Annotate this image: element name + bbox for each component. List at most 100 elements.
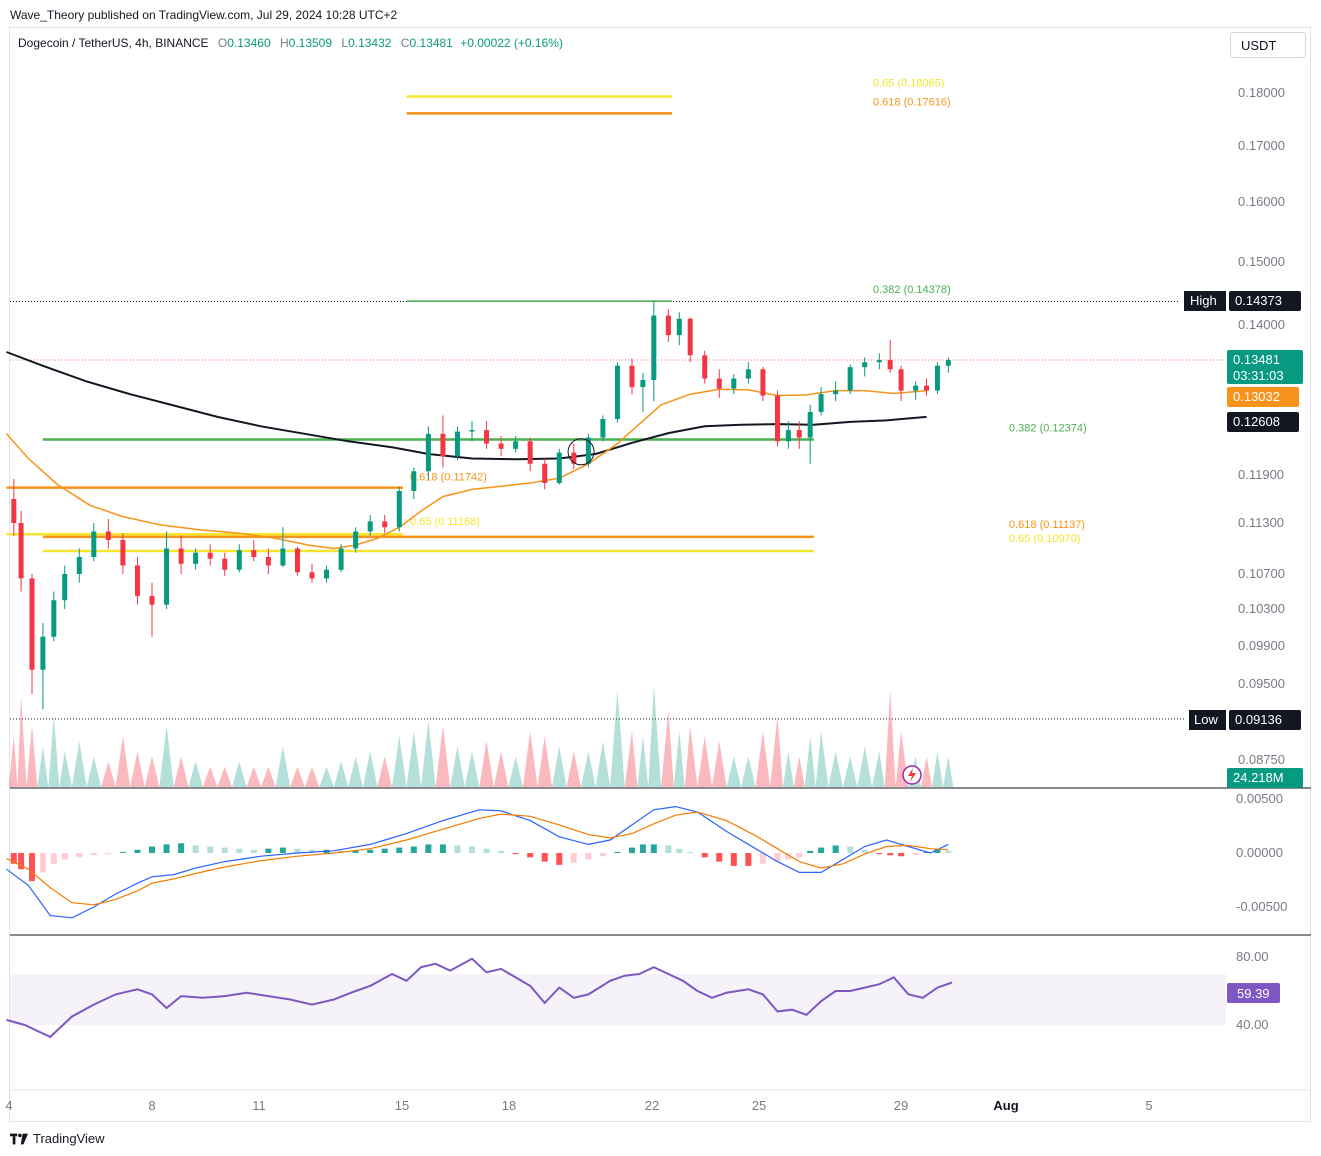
candle-body bbox=[251, 550, 257, 557]
candle-body bbox=[640, 379, 646, 388]
macd-histogram-bar bbox=[541, 853, 548, 862]
macd-histogram-bar bbox=[483, 848, 490, 853]
candle-body bbox=[40, 636, 46, 670]
ma50-line bbox=[5, 388, 927, 550]
volume-bar bbox=[610, 690, 625, 787]
candle-body bbox=[62, 574, 68, 601]
candle-body bbox=[120, 540, 126, 566]
macd-histogram-bar bbox=[912, 853, 919, 856]
candle-body bbox=[913, 385, 919, 391]
macd-histogram-bar bbox=[759, 853, 766, 864]
macd-histogram-bar bbox=[614, 851, 621, 853]
volume-bar bbox=[522, 730, 538, 787]
candle-body bbox=[571, 452, 577, 464]
price-axis-tick: 0.10700 bbox=[1238, 566, 1285, 581]
close-label: C bbox=[400, 36, 410, 50]
macd-histogram-bar bbox=[279, 847, 286, 853]
candle-body bbox=[280, 548, 286, 566]
candle-body bbox=[731, 378, 737, 389]
volume-bar bbox=[275, 746, 291, 787]
fib-level-label: 0.618 (0.11742) bbox=[410, 472, 487, 484]
high-value-badge: 0.14373 bbox=[1235, 293, 1282, 308]
macd-histogram-bar bbox=[105, 853, 112, 855]
macd-histogram-bar bbox=[527, 853, 534, 858]
volume-bar bbox=[217, 766, 232, 787]
macd-layer bbox=[6, 805, 952, 919]
fib-level-label: 0.65 (0.10970) bbox=[1009, 533, 1081, 545]
time-axis-tick: 15 bbox=[395, 1098, 409, 1113]
candle-body bbox=[309, 572, 315, 579]
macd-histogram-bar bbox=[498, 850, 505, 853]
fib-level-label: 0.618 (0.17616) bbox=[873, 96, 951, 108]
macd-histogram-bar bbox=[207, 846, 214, 853]
macd-axis-tick: -0.00500 bbox=[1236, 899, 1287, 914]
volume-bar bbox=[115, 736, 131, 787]
volume-bar bbox=[828, 751, 843, 787]
signal-line bbox=[6, 811, 949, 906]
time-axis-tick: 22 bbox=[645, 1098, 659, 1113]
volume-bar bbox=[537, 736, 552, 787]
macd-line bbox=[6, 805, 949, 919]
macd-histogram-bar bbox=[381, 848, 388, 853]
volume-bar bbox=[921, 756, 932, 787]
publisher-credit: Wave_Theory published on TradingView.com… bbox=[10, 8, 398, 22]
volume-bar bbox=[86, 756, 102, 787]
close-value: 0.13481 bbox=[409, 36, 453, 50]
volume-bar bbox=[942, 756, 954, 787]
candle-body bbox=[484, 430, 490, 444]
candle-body bbox=[91, 531, 97, 557]
macd-histogram-bar bbox=[29, 853, 35, 882]
candle-body bbox=[164, 548, 170, 605]
macd-histogram-bar bbox=[832, 845, 839, 853]
price-axis-tick: 0.11300 bbox=[1238, 515, 1284, 530]
candle-body bbox=[440, 433, 446, 457]
candle-body bbox=[745, 369, 751, 379]
macd-histogram-bar bbox=[90, 853, 97, 856]
price-axis-tick: 0.09500 bbox=[1238, 676, 1285, 691]
candle-body bbox=[716, 378, 722, 389]
macd-histogram-bar bbox=[934, 849, 941, 853]
open-value: 0.13460 bbox=[227, 36, 271, 50]
chart-frame bbox=[9, 27, 1311, 1122]
candle-body bbox=[236, 550, 242, 570]
rsi-value-badge-bg bbox=[1227, 983, 1280, 1003]
volume-bar bbox=[741, 756, 756, 787]
candle-body bbox=[51, 600, 57, 637]
volume-bar bbox=[333, 761, 349, 787]
time-axis-tick: 18 bbox=[502, 1098, 516, 1113]
time-axis-tick: 11 bbox=[252, 1098, 266, 1113]
crossover-circle-marker bbox=[567, 438, 595, 466]
volume-bar bbox=[144, 756, 160, 787]
macd-histogram-bar bbox=[236, 848, 243, 853]
macd-histogram-bar bbox=[192, 845, 199, 853]
volume-bar bbox=[232, 761, 247, 787]
fib-level-label: 0.382 (0.14378) bbox=[873, 284, 951, 296]
candle-body bbox=[651, 315, 657, 380]
volume-bar bbox=[637, 736, 649, 787]
macd-histogram-bar bbox=[687, 851, 694, 853]
candle-body bbox=[760, 369, 766, 396]
macd-histogram-bar bbox=[367, 849, 374, 853]
volume-bar bbox=[566, 751, 582, 787]
candle-body bbox=[676, 318, 682, 336]
currency-button[interactable]: USDT bbox=[1230, 32, 1306, 58]
macd-histogram-bar bbox=[469, 846, 475, 853]
candle-body bbox=[134, 565, 140, 596]
macd-histogram-bar bbox=[745, 853, 752, 866]
low-value: 0.13432 bbox=[348, 36, 392, 50]
candle-body bbox=[687, 318, 693, 356]
candle-body bbox=[11, 499, 17, 523]
price-axis-tick: 0.14000 bbox=[1238, 317, 1285, 332]
candle-body bbox=[833, 390, 839, 395]
macd-histogram-bar bbox=[178, 843, 185, 853]
macd-histogram-bar bbox=[898, 853, 905, 857]
volume-bar bbox=[48, 715, 60, 787]
fib-level-label: 0.618 (0.11137) bbox=[1009, 519, 1085, 531]
macd-histogram-bar bbox=[18, 853, 25, 870]
macd-histogram-bar bbox=[512, 853, 519, 855]
candle-body bbox=[876, 360, 882, 363]
price-axis: 0.18000 0.17000 0.16000 0.15000 0.14000 0.119… bbox=[1238, 85, 1285, 767]
macd-histogram-bar bbox=[861, 849, 868, 853]
volume-bar bbox=[815, 730, 829, 787]
